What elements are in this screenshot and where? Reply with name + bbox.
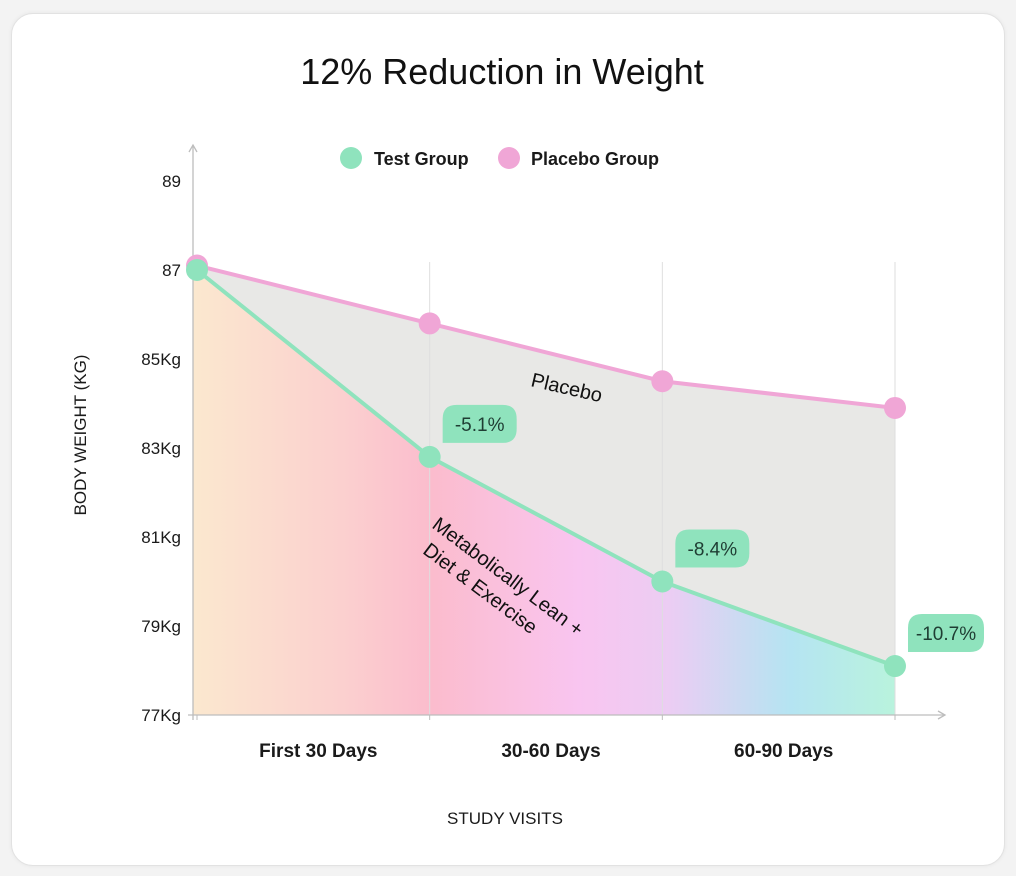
test-group-point xyxy=(884,655,906,678)
axes xyxy=(188,143,947,720)
chart-title: 12% Reduction in Weight xyxy=(300,51,704,92)
y-tick-label: 79Kg xyxy=(141,617,181,636)
test-group-point xyxy=(418,445,441,468)
percent-badge: -10.7% xyxy=(908,614,984,653)
x-category-labels: First 30 Days 30-60 Days 60-90 Days xyxy=(259,741,833,762)
y-tick-label: 81Kg xyxy=(141,528,181,547)
y-axis-title: BODY WEIGHT (KG) xyxy=(71,355,90,516)
vertical-gridlines xyxy=(429,262,896,715)
y-tick-label: 77Kg xyxy=(141,706,181,725)
y-tick-label: 89 xyxy=(162,172,181,191)
legend: Test Group Placebo Group xyxy=(340,147,659,169)
placebo-group-point xyxy=(418,312,441,335)
series-lines xyxy=(195,263,896,668)
x-category-label: 60-90 Days xyxy=(734,741,833,762)
y-tick-labels: 77Kg 79Kg 81Kg 83Kg 85Kg 87 89 xyxy=(141,172,181,725)
legend-swatch-placebo-group xyxy=(498,147,520,169)
legend-label-test-group: Test Group xyxy=(374,149,469,169)
y-axis-arrow xyxy=(188,143,198,153)
legend-label-placebo-group: Placebo Group xyxy=(531,149,659,169)
percent-badges: -5.1% -8.4% -10.7% xyxy=(442,404,984,653)
test-group-point xyxy=(186,259,208,281)
placebo-group-point xyxy=(651,370,674,393)
x-axis-arrow xyxy=(937,710,947,720)
percent-badge: -8.4% xyxy=(675,529,750,568)
badge-shape xyxy=(442,404,517,443)
badge-shape xyxy=(908,614,984,653)
placebo-group-point xyxy=(884,396,906,419)
legend-swatch-test-group xyxy=(340,147,362,169)
percent-badge: -5.1% xyxy=(442,404,517,443)
badge-label: -5.1% xyxy=(455,415,505,436)
x-category-label: 30-60 Days xyxy=(501,741,600,762)
y-tick-label: 85Kg xyxy=(141,350,181,369)
series-points xyxy=(186,254,906,678)
x-axis-title: STUDY VISITS xyxy=(447,809,563,828)
y-tick-label: 87 xyxy=(162,261,181,280)
placebo-group-line xyxy=(196,263,896,410)
test-group-line xyxy=(195,268,896,668)
area-fills xyxy=(193,265,895,715)
y-tick-label: 83Kg xyxy=(141,439,181,458)
test-group-point xyxy=(651,570,674,593)
badge-label: -10.7% xyxy=(916,624,976,645)
badge-label: -8.4% xyxy=(688,540,738,561)
x-category-label: First 30 Days xyxy=(259,741,377,762)
badge-shape xyxy=(675,529,750,568)
